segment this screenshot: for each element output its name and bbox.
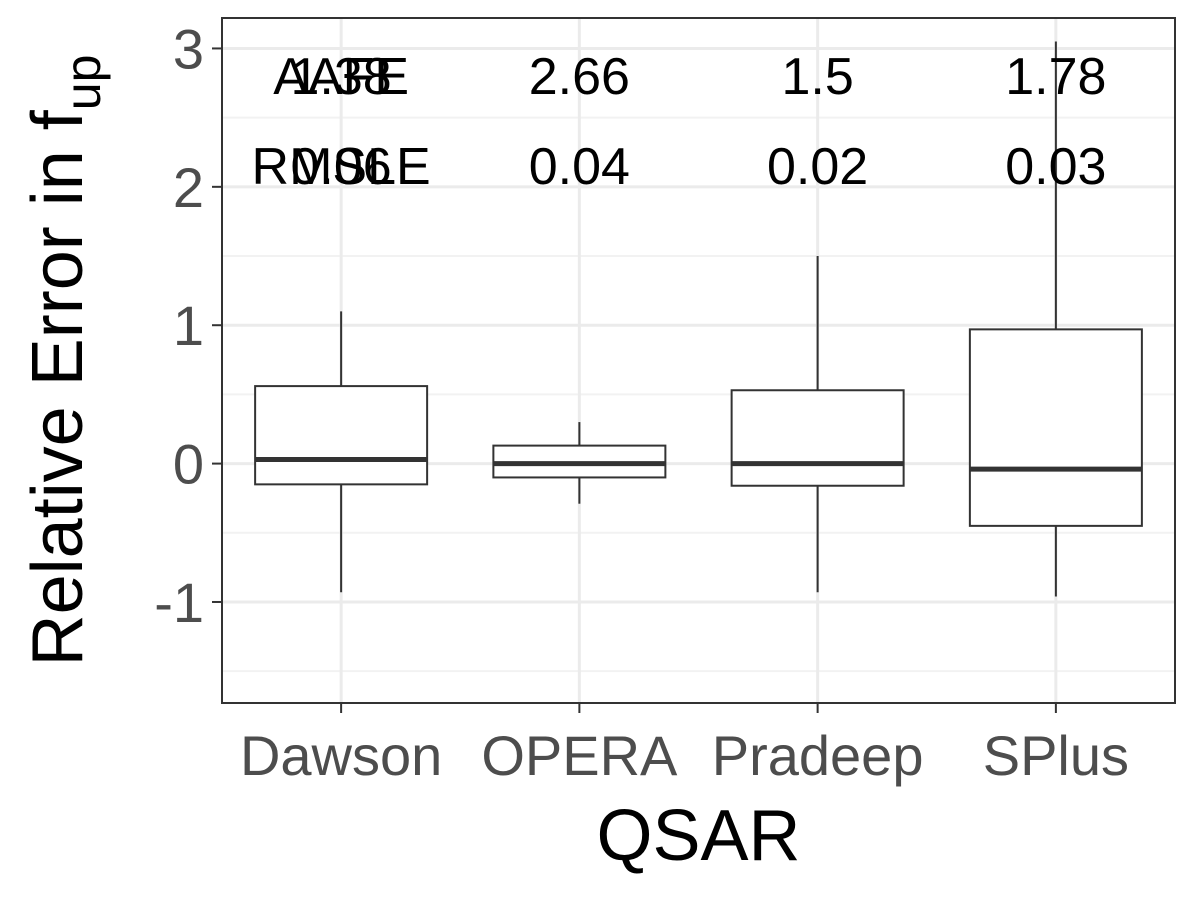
axes: -1 0 1 2 3 Dawson OPERA Pradeep SPlus — [154, 17, 1129, 787]
x-tick-label: OPERA — [481, 724, 678, 787]
box-pradeep — [730, 256, 905, 593]
y-tick-label: -1 — [154, 571, 204, 634]
annotation-value-rmsle: 0.06 — [291, 138, 392, 196]
box-dawson — [254, 311, 429, 593]
x-tick-label: Pradeep — [712, 724, 924, 787]
y-tick-label: 3 — [173, 17, 204, 80]
x-tick-label: SPlus — [983, 724, 1129, 787]
box-body — [254, 385, 429, 486]
y-axis-title-main: Relative Error in f — [18, 109, 98, 666]
y-axis-title: Relative Error in fup — [18, 55, 111, 667]
x-axis-title: QSAR — [596, 796, 800, 876]
box-body — [968, 328, 1143, 527]
panel-border — [221, 17, 1176, 704]
box-body — [730, 389, 905, 487]
annotation-value-rmsle: 0.04 — [529, 138, 630, 196]
annotation-value-aafe: 1.38 — [291, 48, 392, 106]
annotation-value-aafe: 1.78 — [1005, 48, 1106, 106]
annotation-value-aafe: 1.5 — [781, 48, 853, 106]
y-tick-label: 1 — [173, 294, 204, 357]
annotation-label-aafe: AAFE — [273, 48, 409, 106]
y-tick-label: 2 — [173, 156, 204, 219]
box-splus — [968, 41, 1143, 597]
annotation-value-rmsle: 0.02 — [767, 138, 868, 196]
boxplots — [254, 41, 1143, 597]
annotation-value-rmsle: 0.03 — [1005, 138, 1106, 196]
box-opera — [492, 422, 667, 504]
annotation-value-aafe: 2.66 — [529, 48, 630, 106]
y-axis-title-subscript: up — [55, 55, 111, 111]
x-tick-label: Dawson — [240, 724, 442, 787]
y-tick-label: 0 — [173, 433, 204, 496]
annotation-label-rmsle: RMSLE — [252, 138, 431, 196]
